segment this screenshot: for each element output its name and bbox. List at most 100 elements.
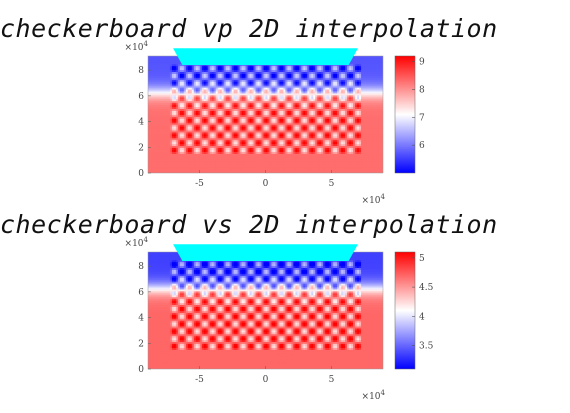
heatmap-cell	[201, 135, 205, 139]
heatmap-cell	[307, 128, 310, 131]
heatmap-cell	[247, 135, 250, 139]
heatmap-cell	[171, 153, 175, 156]
heatmap-cell	[201, 85, 205, 88]
heatmap-cell	[181, 85, 185, 88]
heatmap-cell	[233, 69, 237, 72]
heatmap-cell	[203, 96, 207, 100]
heatmap-cell	[249, 124, 252, 127]
heatmap-cell	[225, 134, 229, 137]
heatmap-cell	[297, 96, 300, 100]
heatmap-cell	[209, 135, 213, 139]
heatmap-cell	[165, 61, 169, 65]
heatmap-cell	[217, 122, 221, 125]
heatmap-cell	[307, 171, 310, 173]
heatmap-cell	[175, 77, 179, 80]
heatmap-cell	[207, 122, 211, 125]
heatmap-cell	[285, 118, 288, 121]
heatmap-cell	[201, 171, 205, 173]
heatmap-cell	[205, 163, 209, 166]
heatmap-cell	[235, 81, 239, 84]
heatmap-cell	[153, 61, 157, 65]
heatmap-cell	[241, 163, 244, 166]
heatmap-cell	[209, 85, 213, 88]
heatmap-cell	[157, 151, 161, 154]
heatmap-cell	[191, 95, 195, 98]
heatmap-cell	[275, 143, 278, 147]
heatmap-cell	[309, 89, 312, 92]
heatmap-cell	[295, 71, 298, 74]
heatmap-cell	[153, 79, 157, 82]
heatmap-cell	[313, 141, 316, 145]
heatmap-cell	[225, 139, 229, 143]
heatmap-cell	[159, 87, 163, 90]
heatmap-cell	[309, 141, 312, 145]
heatmap-cell	[255, 145, 258, 149]
heatmap-cell	[273, 102, 276, 106]
heatmap-cell	[163, 137, 167, 141]
heatmap-cell	[235, 91, 239, 94]
heatmap-cell	[241, 100, 244, 104]
heatmap-cell	[231, 141, 235, 145]
heatmap-cell	[221, 130, 225, 133]
heatmap-cell	[151, 77, 155, 80]
heatmap-cell	[271, 159, 274, 162]
heatmap-cell	[181, 89, 185, 92]
heatmap-cell	[269, 155, 272, 158]
heatmap-cell	[159, 63, 163, 67]
heatmap-cell	[229, 89, 233, 92]
heatmap-cell	[151, 161, 155, 164]
heatmap-cell	[271, 104, 274, 108]
heatmap-cell	[251, 159, 254, 162]
heatmap-cell	[305, 91, 308, 94]
heatmap-cell	[261, 112, 264, 115]
heatmap-cell	[155, 141, 159, 145]
heatmap-cell	[289, 132, 292, 135]
heatmap-cell	[239, 100, 242, 104]
heatmap-cell	[217, 149, 221, 152]
heatmap-cell	[239, 141, 242, 145]
heatmap-cell	[259, 104, 262, 108]
heatmap-cell	[167, 135, 171, 139]
heatmap-cell	[279, 137, 282, 141]
heatmap-cell	[259, 98, 262, 102]
heatmap-cell	[161, 79, 165, 82]
heatmap-cell	[309, 87, 312, 90]
heatmap-cell	[148, 116, 151, 119]
heatmap-cell	[259, 102, 262, 106]
heatmap-cell	[215, 81, 219, 84]
heatmap-cell	[247, 120, 250, 123]
heatmap-cell	[293, 122, 296, 125]
heatmap-cell	[291, 65, 294, 69]
heatmap-cell	[247, 96, 250, 100]
heatmap-cell	[289, 165, 292, 168]
heatmap-cell	[177, 73, 181, 76]
heatmap-cell	[271, 81, 274, 84]
heatmap-cell	[307, 93, 310, 96]
heatmap-cell	[279, 153, 282, 156]
heatmap-cell	[223, 151, 227, 154]
heatmap-cell	[155, 165, 159, 168]
heatmap-cell	[195, 100, 199, 104]
heatmap-cell	[263, 95, 266, 98]
heatmap-cell	[239, 110, 242, 113]
heatmap-cell	[195, 167, 199, 170]
heatmap-cell	[229, 75, 233, 78]
heatmap-cell	[187, 73, 191, 76]
heatmap-cell	[277, 128, 280, 131]
heatmap-cell	[189, 91, 193, 94]
heatmap-cell	[148, 73, 151, 76]
heatmap-cell	[215, 106, 219, 110]
heatmap-cell	[223, 171, 227, 173]
heatmap-cell	[253, 171, 256, 173]
heatmap-cell	[159, 67, 163, 71]
heatmap-cell	[183, 79, 187, 82]
heatmap-cell	[217, 95, 221, 98]
heatmap-cell	[185, 155, 189, 158]
heatmap-cell	[195, 104, 199, 108]
heatmap-cell	[313, 159, 316, 162]
heatmap-cell	[263, 89, 266, 92]
heatmap-cell	[293, 65, 296, 69]
heatmap-cell	[245, 120, 248, 123]
heatmap-cell	[279, 106, 282, 110]
heatmap-cell	[187, 77, 191, 80]
